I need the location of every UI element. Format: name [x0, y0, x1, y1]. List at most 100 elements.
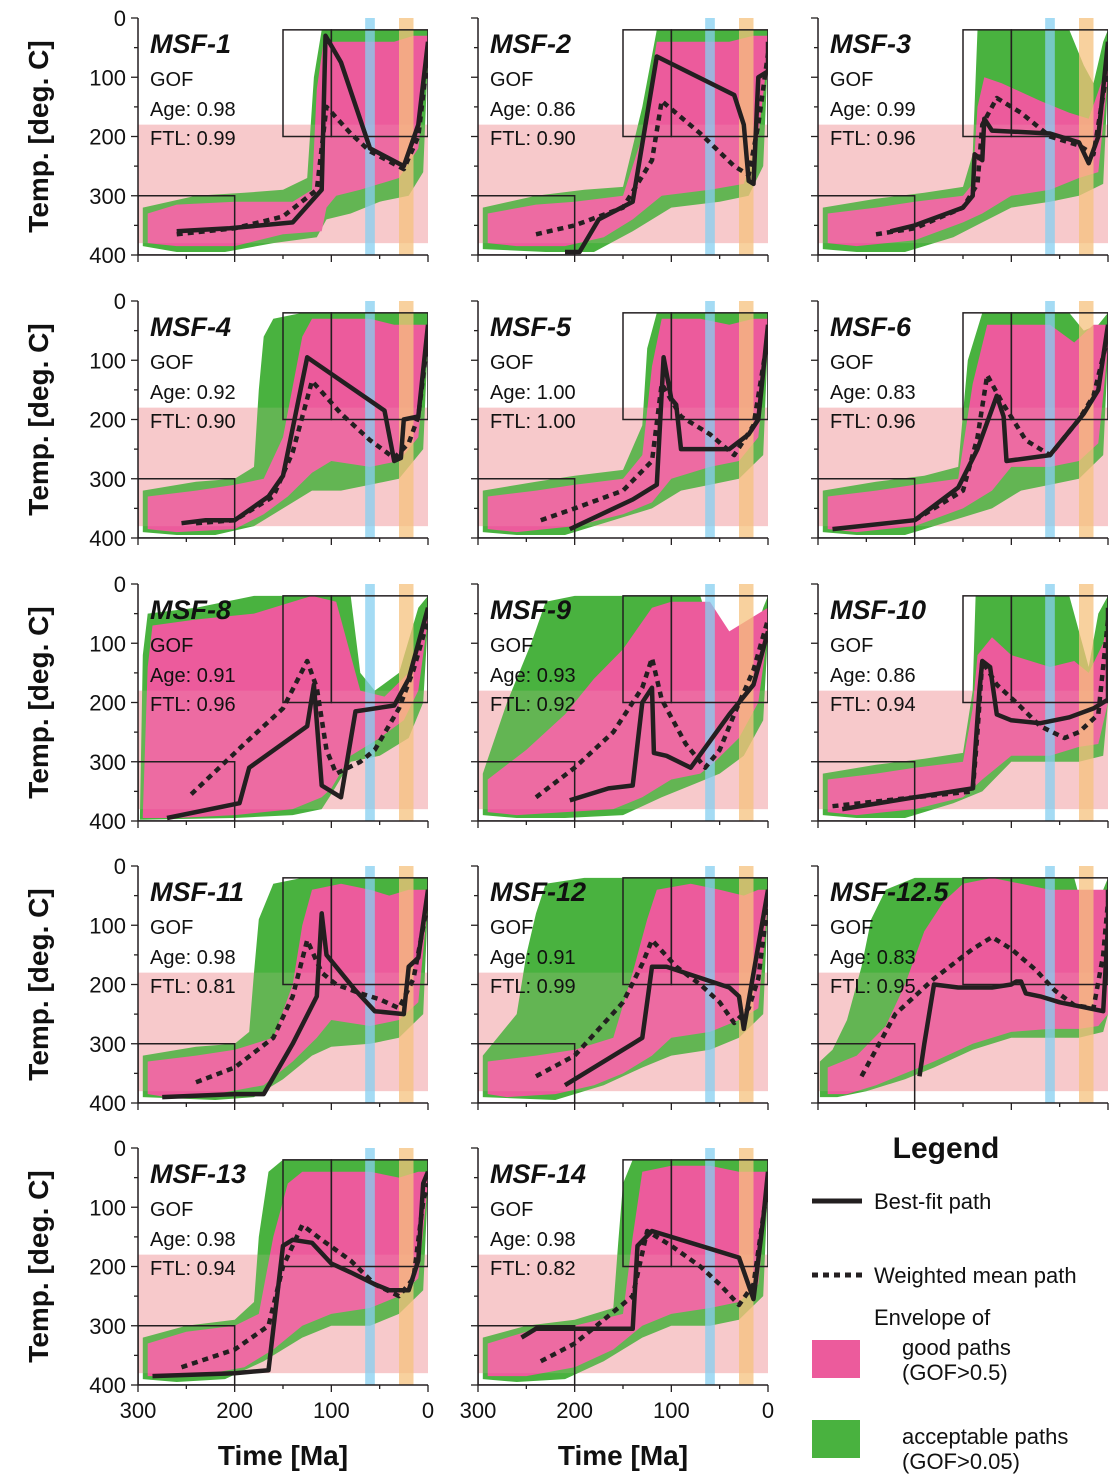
- gof-label: GOF: [150, 635, 193, 657]
- constraint-box-3: [330, 312, 428, 421]
- best-fit-path: [563, 889, 768, 1088]
- constraint-box-1: [478, 1043, 576, 1103]
- constraint-box-3: [1010, 312, 1108, 421]
- good-envelope: [487, 1165, 768, 1377]
- constraint-box-3: [330, 877, 428, 986]
- y-tick-label: 200: [89, 408, 126, 433]
- best-fit-path: [568, 324, 768, 532]
- constraint-box-1: [818, 761, 916, 821]
- weighted-mean-path: [189, 618, 428, 796]
- ftl-gof: FTL: 0.95: [830, 976, 916, 998]
- good-envelope: [487, 883, 768, 1098]
- panel-msf-14: 300 200 100 0 MSF-14 GOF Age: 0.98 FTL: 0.82: [460, 1147, 774, 1423]
- good-envelope: [827, 53, 1108, 247]
- weighted-mean-path: [832, 619, 1108, 809]
- gof-label: GOF: [150, 1199, 193, 1221]
- y-tick-label: 400: [89, 1091, 126, 1116]
- weighted-mean-path: [535, 53, 768, 237]
- y-tick-label: 0: [114, 6, 126, 31]
- weighted-mean-path: [859, 901, 1108, 1078]
- panel-title: MSF-2: [490, 29, 571, 59]
- constraint-box-1: [818, 1043, 916, 1103]
- y-tick-label: 400: [89, 1373, 126, 1398]
- acceptable-envelope: [822, 29, 1108, 253]
- weighted-mean-path: [539, 1183, 768, 1364]
- legend-acceptable-label-2: (GOF>0.05): [902, 1449, 1020, 1474]
- temperature-band-overlay: [818, 124, 1108, 244]
- constraint-box-3: [670, 595, 768, 704]
- legend-good-label-1: good paths: [902, 1335, 1011, 1360]
- good-envelope: [487, 35, 768, 247]
- gof-label: GOF: [150, 352, 193, 374]
- x-axis-label: Time [Ma]: [218, 1440, 348, 1471]
- constraint-box-1: [138, 1325, 236, 1385]
- ftl-gof: FTL: 1.00: [490, 411, 576, 433]
- age-gof: Age: 0.98: [490, 1229, 576, 1251]
- y-tick-label: 400: [89, 526, 126, 551]
- ftl-gof: FTL: 0.94: [830, 694, 916, 716]
- y-tick-label: 300: [89, 184, 126, 209]
- gof-label: GOF: [830, 635, 873, 657]
- ftl-gof: FTL: 0.82: [490, 1258, 576, 1280]
- y-tick-label: 0: [114, 854, 126, 879]
- constraint-box-1: [818, 478, 916, 538]
- y-tick-label: 0: [114, 572, 126, 597]
- panel-title: MSF-5: [490, 312, 572, 342]
- x-axis-label: Time [Ma]: [558, 1440, 688, 1471]
- panel-msf-6: MSF-6 GOF Age: 0.83 FTL: 0.96: [811, 300, 1109, 545]
- temperature-band-overlay: [138, 972, 428, 1092]
- best-fit-path: [889, 41, 1108, 234]
- y-tick-label: 100: [89, 65, 126, 90]
- y-tick-label: 200: [89, 691, 126, 716]
- y-tick-label: 100: [89, 1195, 126, 1220]
- y-tick-label: 400: [89, 809, 126, 834]
- best-fit-path: [565, 41, 768, 255]
- x-tick-label: 200: [556, 1398, 593, 1423]
- panel-msf-11: 0 100 200 300 400 MSF-11 GOF Age: 0.98 FTL: 0.81: [89, 854, 429, 1116]
- age-gof: Age: 0.83: [830, 382, 916, 404]
- age-gof: Age: 0.98: [150, 947, 236, 969]
- panel-msf-4: 0 100 200 300 400 MSF-4 GOF Age: 0.92 FTL: 0.90: [89, 289, 429, 551]
- age-gof: Age: 0.92: [150, 382, 236, 404]
- weighted-mean-path: [180, 1182, 428, 1370]
- y-tick-label: 100: [89, 348, 126, 373]
- gof-label: GOF: [490, 1199, 533, 1221]
- gof-label: GOF: [490, 917, 533, 939]
- panel-msf-1: 0 100 200 300 400 MSF-1 GOF Age: 0.98 FTL: 0.99: [89, 6, 429, 268]
- legend-acceptable-swatch: [812, 1420, 860, 1458]
- y-tick-label: 100: [89, 913, 126, 938]
- y-tick-label: 200: [89, 973, 126, 998]
- panel-msf-5: MSF-5 GOF Age: 1.00 FTL: 1.00: [471, 300, 769, 545]
- panel-title: MSF-8: [150, 595, 231, 625]
- age-gof: Age: 0.86: [830, 665, 916, 687]
- y-tick-label: 300: [89, 467, 126, 492]
- age-gof: Age: 0.93: [490, 665, 576, 687]
- ftl-gof: FTL: 0.94: [150, 1258, 236, 1280]
- ftl-gof: FTL: 0.96: [830, 411, 916, 433]
- legend-envelope-label: Envelope of: [874, 1305, 991, 1330]
- y-tick-label: 0: [114, 1136, 126, 1161]
- ftl-gof: FTL: 0.96: [150, 694, 236, 716]
- weighted-mean-path: [195, 901, 428, 1085]
- best-fit-path: [152, 1170, 428, 1379]
- constraint-box-3: [670, 312, 768, 421]
- y-tick-label: 200: [89, 1255, 126, 1280]
- panel-title: MSF-3: [830, 29, 911, 59]
- ftl-gof: FTL: 0.99: [150, 128, 236, 150]
- panel-msf-8: 0 100 200 300 400 MSF-8 GOF Age: 0.91 FTL: 0.96: [89, 572, 429, 834]
- weighted-mean-path: [176, 53, 428, 237]
- legend-acceptable-label-1: acceptable paths: [902, 1424, 1068, 1449]
- x-tick-label: 100: [313, 1398, 350, 1423]
- constraint-box-3: [330, 1159, 428, 1268]
- panel-msf-10: MSF-10 GOF Age: 0.86 FTL: 0.94: [811, 583, 1109, 828]
- good-envelope: [827, 324, 1108, 533]
- constraint-box-1: [478, 761, 576, 821]
- gof-label: GOF: [830, 917, 873, 939]
- good-envelope: [487, 318, 768, 533]
- temperature-band-overlay: [818, 972, 1108, 1092]
- panel-title: MSF-13: [150, 1159, 246, 1189]
- y-tick-label: 0: [114, 289, 126, 314]
- age-gof: Age: 0.86: [490, 99, 576, 121]
- x-tick-label: 300: [120, 1398, 157, 1423]
